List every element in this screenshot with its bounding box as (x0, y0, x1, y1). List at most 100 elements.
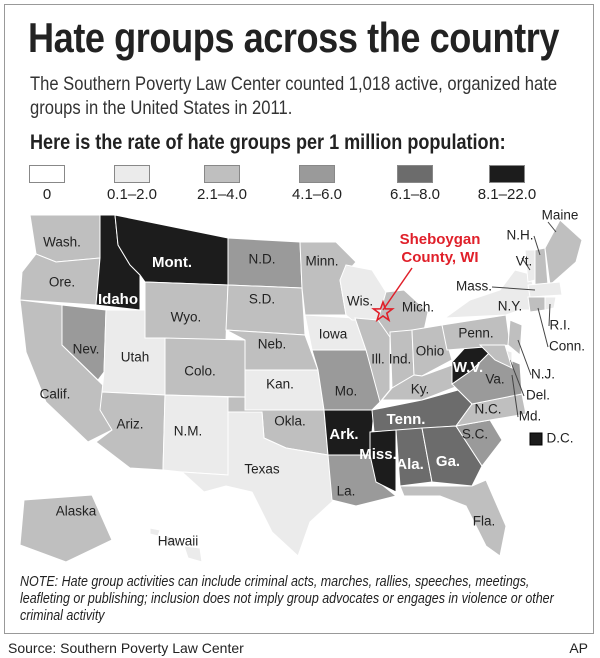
state-region (527, 296, 546, 313)
legend-heading: Here is the rate of hate groups per 1 mi… (30, 131, 506, 154)
state-label: Ark. (329, 426, 358, 443)
state-label: Wis. (347, 294, 373, 309)
legend: 0 0.1–2.0 2.1–4.0 4.1–6.0 6.1–8.0 8.1–22.0 (0, 165, 600, 205)
legend-swatch (397, 165, 433, 183)
legend-item: 0.1–2.0 (87, 165, 177, 203)
state-region (180, 411, 339, 557)
legend-item: 2.1–4.0 (177, 165, 267, 203)
state-label: Mont. (152, 254, 192, 271)
annotation-leader (382, 267, 413, 311)
state-region (544, 296, 557, 311)
annotation-text: Sheboygan (400, 231, 481, 248)
state-label: Minn. (305, 254, 338, 269)
state-label: Wyo. (171, 310, 202, 325)
state-region (507, 319, 523, 357)
state-label: Ariz. (117, 417, 144, 432)
state-label: Iowa (319, 327, 348, 342)
state-region (61, 304, 107, 381)
state-label: N.Y. (498, 299, 523, 314)
leader-line (511, 374, 519, 418)
state-label: Nev. (73, 342, 100, 357)
leader-line (548, 303, 551, 327)
legend-label: 2.1–4.0 (196, 186, 248, 203)
leader-line (491, 286, 536, 291)
state-label: Ohio (416, 344, 445, 359)
state-label: Hawaii (158, 534, 199, 549)
annotation-star (371, 299, 395, 323)
state-label: Colo. (184, 364, 216, 379)
state-label: Idaho (98, 291, 138, 308)
leader-line (533, 235, 541, 256)
legend-swatch (114, 165, 150, 183)
state-region (19, 494, 113, 563)
map: Wash. Ore. Calif. Nev. Idaho Mont. Wyo. Utah Col… (19, 208, 585, 563)
legend-label: 0 (42, 186, 52, 203)
state-label: Conn. (549, 339, 585, 354)
state-label: N.J. (531, 367, 555, 382)
state-label: Utah (121, 350, 150, 365)
state-region (421, 425, 483, 487)
state-label: N.D. (249, 252, 276, 267)
state-label: Ky. (411, 382, 430, 397)
state-label: N.H. (507, 228, 534, 243)
frame (4, 4, 594, 634)
state-label: La. (337, 484, 356, 499)
state-region (529, 432, 543, 446)
legend-item: 8.1–22.0 (462, 165, 552, 203)
state-region (478, 344, 513, 369)
legend-label: 4.1–6.0 (291, 186, 343, 203)
title: Hate groups across the country (28, 14, 560, 61)
leader-line (509, 359, 525, 397)
state-label: Texas (244, 462, 280, 477)
source: Source: Southern Poverty Law Center (8, 640, 244, 656)
legend-item: 6.1–8.0 (370, 165, 460, 203)
leader-line (547, 221, 557, 233)
note: NOTE: Hate group activities can include … (20, 574, 554, 624)
state-region (454, 393, 527, 427)
state-label: Ala. (396, 456, 424, 473)
state-label: Kan. (266, 377, 294, 392)
legend-item: 0 (2, 165, 92, 203)
legend-label: 0.1–2.0 (106, 186, 158, 203)
state-label: Miss. (359, 446, 397, 463)
state-label: R.I. (549, 318, 570, 333)
legend-item: 4.1–6.0 (272, 165, 362, 203)
state-label: Del. (526, 388, 550, 403)
leader-line (521, 257, 531, 271)
state-label: Fla. (473, 514, 496, 529)
state-region (339, 264, 387, 321)
state-label: D.C. (547, 431, 574, 446)
state-region (380, 364, 459, 401)
state-label: W.V. (453, 359, 483, 376)
legend-swatch (489, 165, 525, 183)
state-region (399, 479, 507, 557)
state-label: Okla. (274, 414, 306, 429)
state-region (149, 527, 203, 563)
state-label: Maine (542, 208, 579, 223)
state-label: S.C. (462, 427, 488, 442)
state-label: Tenn. (387, 411, 426, 428)
leader-line (517, 339, 532, 376)
state-label: Ore. (49, 275, 75, 290)
credit: AP (569, 640, 588, 656)
legend-label: 6.1–8.0 (389, 186, 441, 203)
state-label: Alaska (56, 504, 97, 519)
state-label: Wash. (43, 235, 81, 250)
legend-swatch (204, 165, 240, 183)
legend-label: 8.1–22.0 (477, 186, 537, 203)
legend-swatch (29, 165, 65, 183)
state-region (544, 219, 583, 286)
state-region (527, 281, 563, 298)
state-label: N.C. (475, 402, 502, 417)
state-label: Penn. (458, 326, 493, 341)
annotation-text: County, WI (401, 249, 478, 266)
state-label: S.D. (249, 292, 275, 307)
state-label: Ind. (389, 352, 412, 367)
state-region (369, 429, 397, 493)
state-region (411, 324, 453, 377)
leader-line (537, 307, 549, 348)
state-label: Ill. (371, 352, 385, 367)
state-label: Mich. (402, 300, 434, 315)
state-label: Ga. (436, 453, 460, 470)
state-label: N.M. (174, 424, 203, 439)
